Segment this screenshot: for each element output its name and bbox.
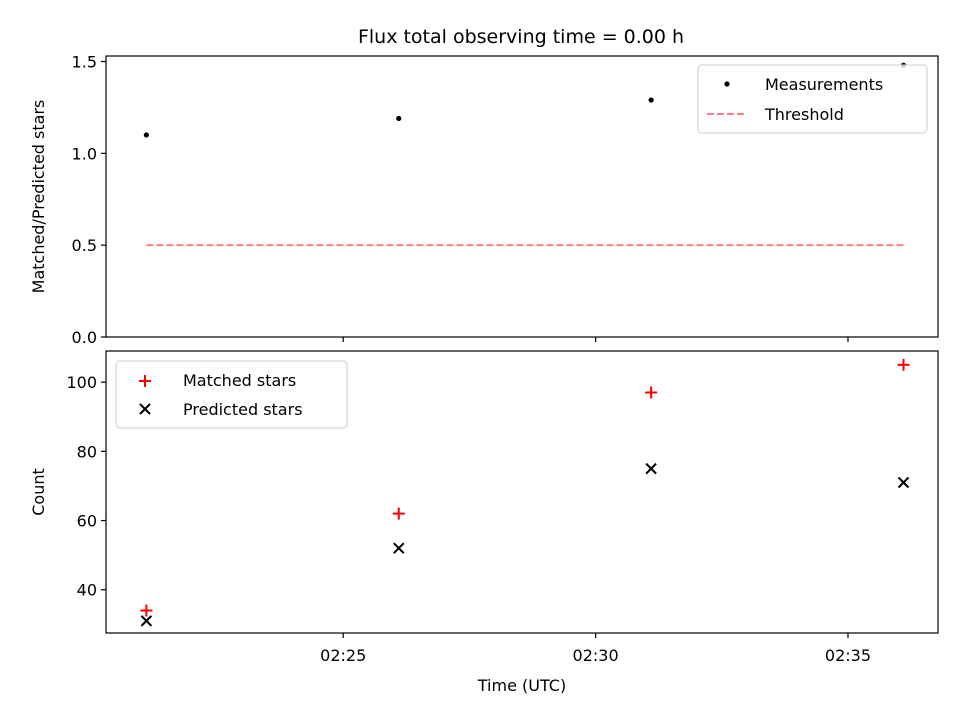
legend-threshold-label: Threshold [764, 105, 844, 124]
legend-bottom-frame [115, 360, 348, 429]
top-ytick-label: 1.5 [72, 53, 97, 72]
top-panel: 0.0 0.5 1.0 1.5 Matched/Predicted stars [29, 53, 939, 347]
bottom-panel: 40 60 80 100 02:25 02:30 02:35 Count Time (UTC) [29, 350, 939, 695]
matched-stars-point [392, 507, 405, 520]
predicted-stars-point [393, 542, 405, 554]
legend-measurements-marker [724, 81, 730, 87]
bottom-xtick-label: 02:35 [825, 646, 871, 665]
top-ytick-label: 1.0 [72, 144, 97, 163]
bottom-ytick-label: 60 [77, 512, 97, 531]
matched-stars-point [645, 386, 658, 399]
bottom-axes-frame [105, 350, 939, 634]
top-ytick-label: 0.0 [72, 328, 97, 347]
legend-top: Measurements Threshold [697, 64, 928, 134]
predicted-stars-point [140, 615, 153, 627]
top-ylabel: Matched/Predicted stars [29, 100, 48, 294]
predicted-stars-point [645, 462, 657, 475]
measurement-point [396, 115, 402, 122]
figure-title: Flux total observing time = 0.00 h [358, 26, 684, 48]
bottom-ytick-label: 80 [77, 442, 97, 461]
bottom-ytick-label: 100 [66, 373, 97, 392]
bottom-xtick-label: 02:30 [573, 646, 619, 665]
legend-top-frame [697, 64, 928, 134]
legend-measurements-label: Measurements [765, 75, 883, 94]
legend-predicted-label: Predicted stars [183, 400, 303, 419]
matched-stars-point [140, 604, 153, 617]
bottom-ylabel: Count [29, 468, 48, 516]
matched-stars-point [897, 358, 910, 371]
bottom-xtick-label: 02:25 [320, 646, 366, 665]
predicted-stars-point [897, 476, 910, 489]
legend-predicted-marker [139, 403, 151, 415]
legend-matched-marker [139, 375, 151, 387]
legend-bottom: Matched stars Predicted stars [115, 360, 348, 429]
measurement-point [648, 97, 654, 103]
bottom-xlabel: Time (UTC) [477, 676, 566, 695]
legend-matched-label: Matched stars [183, 371, 296, 390]
bottom-ytick-label: 40 [77, 581, 97, 600]
top-ytick-label: 0.5 [72, 236, 97, 255]
measurement-point [143, 132, 149, 138]
top-axes-frame [105, 55, 939, 338]
